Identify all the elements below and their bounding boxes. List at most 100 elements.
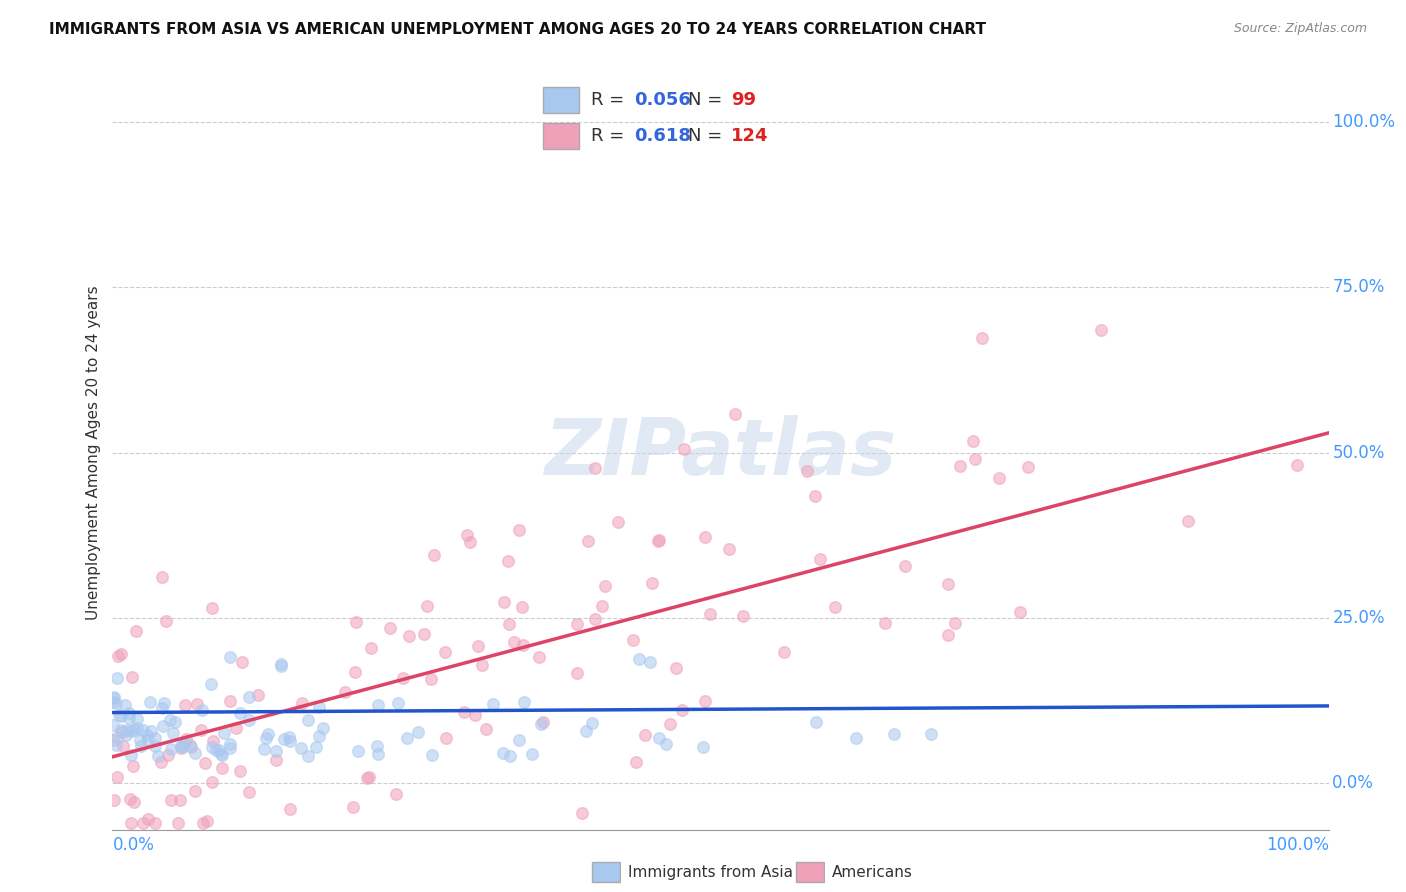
Point <box>218 650 240 665</box>
Point <box>806 714 828 729</box>
Point <box>627 652 650 666</box>
Point <box>464 708 486 723</box>
Point <box>122 795 145 809</box>
Point <box>152 719 174 733</box>
Point <box>201 601 224 615</box>
Point <box>264 753 287 767</box>
Point <box>434 645 457 659</box>
Point <box>920 727 942 741</box>
Point <box>136 728 159 742</box>
Point <box>347 744 370 758</box>
Point <box>101 695 124 709</box>
Point <box>201 739 224 754</box>
Point <box>513 695 536 709</box>
Point <box>894 559 917 574</box>
Point <box>943 615 966 630</box>
Point <box>498 617 520 632</box>
Point <box>229 764 252 778</box>
Point <box>567 617 589 632</box>
Point <box>162 725 184 739</box>
Point <box>120 816 142 830</box>
Text: 50.0%: 50.0% <box>1333 443 1385 462</box>
Point <box>304 740 326 755</box>
Point <box>413 626 436 640</box>
Point <box>949 458 972 473</box>
Point <box>209 747 232 761</box>
Point <box>342 800 364 814</box>
FancyBboxPatch shape <box>543 87 579 113</box>
Point <box>225 722 247 736</box>
Point <box>110 708 132 723</box>
Point <box>387 696 409 710</box>
Point <box>186 698 208 712</box>
Point <box>356 771 378 785</box>
Point <box>936 577 959 591</box>
Point <box>174 731 197 746</box>
Point <box>129 739 152 754</box>
Point <box>385 788 408 802</box>
Point <box>159 741 181 756</box>
Point <box>110 647 132 661</box>
Point <box>101 732 124 747</box>
Point <box>219 694 242 708</box>
Point <box>110 723 132 738</box>
Point <box>172 739 194 754</box>
Point <box>796 464 818 478</box>
Point <box>132 723 155 738</box>
Point <box>962 434 984 448</box>
Point <box>278 733 301 747</box>
Point <box>238 690 260 704</box>
Point <box>312 721 335 735</box>
Point <box>159 714 181 728</box>
Point <box>672 442 695 456</box>
Point <box>257 727 280 741</box>
FancyBboxPatch shape <box>796 863 824 882</box>
Point <box>366 739 388 754</box>
Point <box>157 747 180 762</box>
Point <box>132 816 155 830</box>
Point <box>531 714 554 729</box>
Point <box>290 741 312 756</box>
Point <box>581 715 603 730</box>
Point <box>159 793 181 807</box>
Point <box>121 670 143 684</box>
Point <box>247 688 270 702</box>
Point <box>169 792 191 806</box>
Point <box>772 645 794 659</box>
Point <box>211 761 233 775</box>
Point <box>527 649 550 664</box>
Point <box>607 515 630 529</box>
Point <box>139 695 162 709</box>
Point <box>136 733 159 747</box>
Point <box>492 594 515 608</box>
Point <box>936 628 959 642</box>
Point <box>231 655 253 669</box>
Point <box>970 331 993 345</box>
Point <box>103 690 125 705</box>
Point <box>118 706 141 720</box>
Point <box>1090 323 1112 337</box>
Point <box>125 712 148 726</box>
Point <box>634 728 657 742</box>
Point <box>253 741 276 756</box>
Point <box>190 703 212 717</box>
Point <box>143 731 166 746</box>
Text: 0.0%: 0.0% <box>1333 774 1374 792</box>
Point <box>360 641 382 656</box>
Point <box>655 737 678 751</box>
Point <box>218 737 240 751</box>
Point <box>105 730 128 744</box>
FancyBboxPatch shape <box>592 863 620 882</box>
Point <box>621 632 644 647</box>
Point <box>120 724 142 739</box>
Text: N =: N = <box>688 127 727 145</box>
Point <box>499 748 522 763</box>
Point <box>343 665 366 679</box>
Point <box>492 747 515 761</box>
Point <box>398 629 420 643</box>
Point <box>266 743 288 757</box>
Point <box>508 732 530 747</box>
Point <box>434 731 457 746</box>
Point <box>647 534 669 549</box>
Text: N =: N = <box>688 91 727 109</box>
